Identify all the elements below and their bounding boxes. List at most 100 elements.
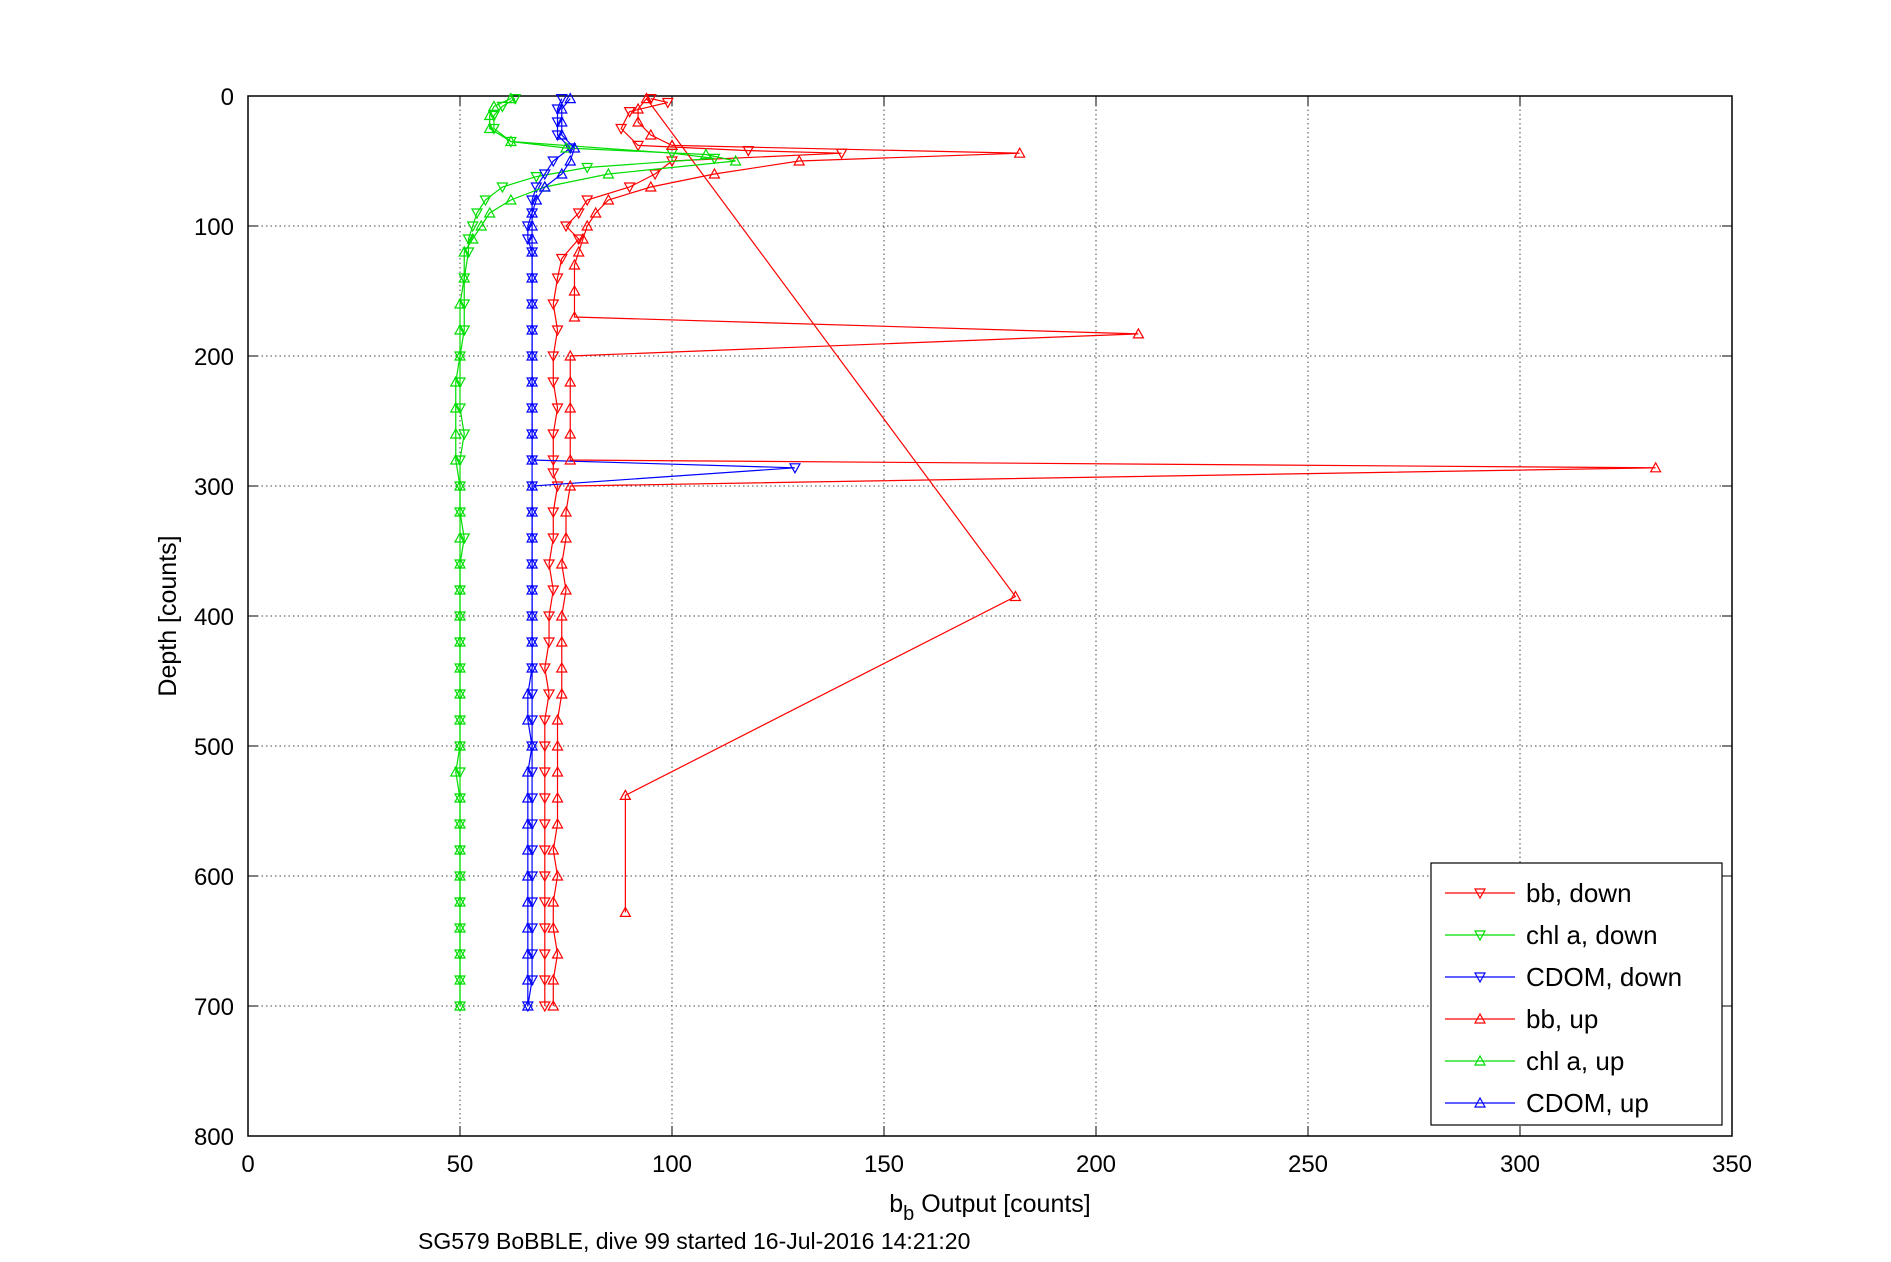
data-point [649,169,662,181]
data-point [538,845,551,857]
data-point [538,663,551,675]
data-point [572,234,585,246]
data-point [547,999,560,1011]
data-point [483,122,496,134]
data-point [729,154,742,166]
data-point [453,791,467,803]
data-point [538,715,551,727]
y-tick-label: 100 [194,214,234,241]
legend-label: chl a, down [1526,920,1658,950]
data-point [526,661,539,673]
data-point [568,258,581,270]
figure-caption: SG579 BoBBLE, dive 99 started 16-Jul-201… [418,1228,970,1254]
data-point [526,845,539,857]
data-point [458,271,471,283]
x-axis-label-rest: Output [counts] [914,1190,1091,1218]
data-point [538,793,551,805]
data-point [559,531,573,543]
series-line [527,98,796,1007]
data-point [526,531,539,543]
data-point [547,585,560,597]
data-point [564,375,577,387]
data-point [466,232,479,244]
data-point [551,481,564,493]
y-tick-label: 500 [194,734,234,761]
legend-item: CDOM, down [1445,962,1682,992]
data-point [543,559,556,571]
legend-marker [1473,1096,1487,1108]
data-point [453,609,467,621]
data-point [449,765,462,777]
data-point [551,117,564,129]
data-point [564,453,577,465]
data-point [551,817,564,829]
data-point [458,429,471,441]
y-tick-label: 200 [194,344,234,371]
data-point [526,349,539,361]
data-point [632,140,645,152]
data-point [623,106,636,118]
data-point [547,377,560,389]
data-point [547,507,560,519]
data-point [521,947,534,959]
data-point [449,401,462,413]
data-point [526,689,539,701]
data-point [526,635,539,647]
data-point [453,557,467,569]
data-point [551,947,564,959]
data-point [526,232,539,244]
legend-label: CDOM, down [1526,962,1682,992]
data-point [521,895,534,907]
data-point [521,869,534,881]
data-point [623,182,636,194]
y-tick-label: 600 [194,864,234,891]
y-tick-label: 400 [194,604,234,631]
data-point [453,921,467,933]
data-point [538,180,551,192]
legend-label: CDOM, up [1526,1088,1649,1118]
data-point [538,923,551,935]
data-point [504,92,517,104]
data-point [453,661,467,673]
data-point [568,141,581,153]
data-point [526,767,539,779]
data-point [551,130,564,142]
x-tick-label: 300 [1500,1151,1540,1178]
series-chl-a-down [453,93,721,1013]
data-point [526,427,539,439]
data-point [564,92,577,104]
data-point [632,115,645,127]
data-point [526,975,539,987]
data-point [521,817,534,829]
data-point [538,1001,551,1013]
data-point [526,479,539,491]
data-point [453,377,467,389]
data-point [538,949,551,961]
data-point [530,182,543,194]
data-point [487,110,500,122]
data-point [453,895,467,907]
data-point [453,403,467,415]
data-point [526,401,539,413]
data-point [453,999,467,1011]
data-point [453,767,467,779]
data-point [551,713,564,725]
y-tick-label: 700 [194,994,234,1021]
data-point [564,427,577,439]
data-point [555,661,568,673]
data-point [1009,590,1022,602]
series-group [449,92,1662,1013]
data-point [555,687,568,699]
data-point [475,219,488,231]
data-point [547,351,560,363]
data-point [555,609,568,621]
data-point [551,765,564,777]
data-point [509,93,522,105]
data-point [555,102,568,114]
data-point [661,97,674,109]
legend-label: chl a, up [1526,1046,1624,1076]
legend-label: bb, up [1526,1004,1598,1034]
legend-marker [1473,1012,1487,1024]
data-point [526,453,539,465]
